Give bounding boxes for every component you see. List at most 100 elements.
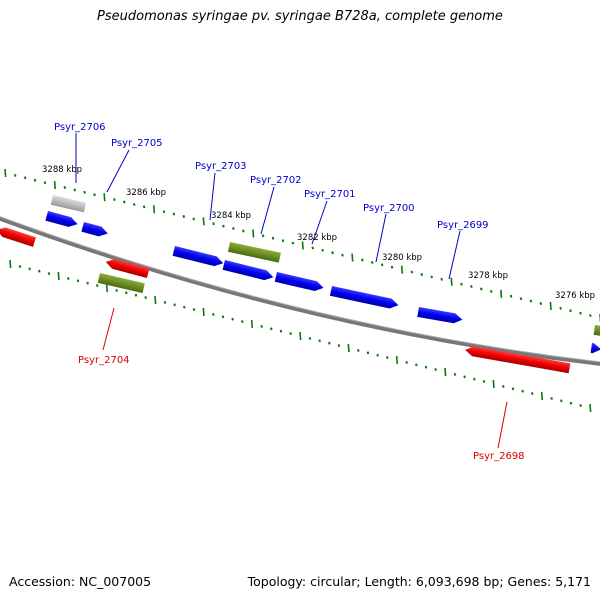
forward-tick-minor bbox=[440, 277, 443, 281]
reverse-tick-minor bbox=[453, 372, 457, 376]
gene-blue-2701[interactable] bbox=[274, 272, 325, 293]
forward-tick-minor bbox=[410, 270, 414, 274]
reverse-tick-minor bbox=[415, 363, 418, 367]
reverse-tick-minor bbox=[434, 368, 437, 372]
reverse-tick-minor bbox=[28, 267, 31, 271]
reverse-tick-minor bbox=[192, 308, 196, 312]
forward-tick-minor bbox=[430, 275, 433, 279]
forward-tick-major bbox=[252, 229, 255, 238]
gene-blue-2700[interactable] bbox=[329, 286, 400, 310]
forward-leader-lines bbox=[75, 133, 461, 280]
forward-tick-major bbox=[500, 289, 503, 298]
reverse-tick-minor bbox=[482, 380, 486, 384]
kbp-label-3276: 3276 kbp bbox=[555, 291, 595, 301]
reverse-tick-minor bbox=[424, 365, 428, 369]
gene-label-psyr-2702[interactable]: Psyr_2702 bbox=[250, 175, 302, 186]
forward-tick-minor bbox=[331, 251, 334, 255]
gene-label-psyr-2698[interactable]: Psyr_2698 bbox=[473, 451, 525, 462]
forward-tick-minor bbox=[73, 188, 76, 192]
forward-tick-minor bbox=[182, 215, 186, 218]
reverse-tick-minor bbox=[183, 305, 186, 309]
gene-blue-2702[interactable] bbox=[222, 260, 275, 282]
gene-blue-2703[interactable] bbox=[172, 246, 225, 268]
forward-tick-minor bbox=[43, 181, 47, 185]
gene-red-2698[interactable] bbox=[464, 345, 571, 374]
gene-label-psyr-2699[interactable]: Psyr_2699 bbox=[437, 220, 489, 231]
reverse-tick-minor bbox=[405, 360, 408, 364]
gene-blue-2699[interactable] bbox=[417, 307, 463, 325]
reverse-tick-minor bbox=[212, 312, 215, 316]
gene-blue-2706[interactable] bbox=[45, 211, 78, 229]
kbp-label-3284: 3284 kbp bbox=[211, 211, 251, 221]
reverse-tick-minor bbox=[337, 344, 341, 348]
gene-label-psyr-2704[interactable]: Psyr_2704 bbox=[78, 355, 130, 366]
forward-tick-minor bbox=[460, 282, 463, 286]
gene-green-2702[interactable] bbox=[227, 242, 281, 263]
forward-tick-minor bbox=[271, 236, 275, 240]
reverse-tick-major bbox=[9, 259, 12, 269]
reverse-tick-minor bbox=[473, 377, 476, 381]
reverse-tick-minor bbox=[511, 387, 515, 391]
forward-tick-minor bbox=[559, 306, 562, 310]
reverse-tick-minor bbox=[521, 389, 524, 393]
forward-tick-minor bbox=[579, 311, 582, 315]
reverse-tick-major bbox=[492, 379, 495, 389]
gene-blue-2705[interactable] bbox=[81, 222, 109, 238]
reverse-tick-minor bbox=[86, 281, 89, 285]
reverse-tick-track bbox=[9, 259, 592, 413]
reverse-tick-minor bbox=[531, 392, 534, 396]
forward-tick-major bbox=[301, 241, 304, 250]
reverse-tick-minor bbox=[163, 300, 167, 304]
reverse-tick-minor bbox=[328, 341, 331, 345]
reverse-tick-minor bbox=[270, 327, 273, 331]
gene-label-psyr-2703[interactable]: Psyr_2703 bbox=[195, 161, 247, 172]
forward-tick-minor bbox=[192, 217, 195, 221]
forward-tick-minor bbox=[83, 190, 86, 194]
forward-tick-major bbox=[53, 181, 56, 190]
forward-tick-minor bbox=[539, 302, 543, 305]
kbp-label-3288: 3288 kbp bbox=[42, 165, 82, 175]
reverse-tick-minor bbox=[386, 356, 389, 360]
forward-tick-major bbox=[400, 265, 404, 274]
forward-tick-minor bbox=[172, 212, 176, 216]
reverse-tick-minor bbox=[134, 293, 138, 297]
gene-grey-2706[interactable] bbox=[50, 195, 87, 213]
genome-backbone bbox=[0, 216, 600, 366]
gene-label-psyr-2706[interactable]: Psyr_2706 bbox=[54, 122, 106, 133]
gene-label-psyr-2701[interactable]: Psyr_2701 bbox=[304, 189, 356, 200]
reverse-tick-major bbox=[202, 307, 205, 317]
forward-tick-minor bbox=[93, 193, 96, 197]
reverse-tick-major bbox=[444, 367, 447, 377]
forward-tick-minor bbox=[281, 239, 285, 243]
forward-tick-minor bbox=[63, 186, 67, 189]
gene-red-2704-arrow[interactable] bbox=[104, 257, 150, 279]
reverse-tick-major bbox=[395, 355, 399, 365]
forward-tick-minor bbox=[33, 178, 37, 182]
reverse-tick-minor bbox=[260, 324, 263, 328]
reverse-tick-major bbox=[154, 295, 157, 305]
reverse-tick-minor bbox=[125, 291, 128, 295]
gene-blue-edge[interactable] bbox=[590, 343, 600, 354]
forward-tick-minor bbox=[222, 224, 225, 228]
gene-label-psyr-2700[interactable]: Psyr_2700 bbox=[363, 203, 415, 214]
gene-red-left[interactable] bbox=[0, 225, 37, 247]
accession-text: Accession: NC_007005 bbox=[9, 574, 152, 589]
forward-tick-minor bbox=[261, 234, 265, 238]
forward-tick-major bbox=[4, 168, 7, 178]
reverse-tick-minor bbox=[96, 284, 99, 288]
forward-tick-minor bbox=[212, 222, 215, 226]
forward-tick-minor bbox=[242, 229, 245, 233]
gene-label-psyr-2705[interactable]: Psyr_2705 bbox=[111, 138, 163, 149]
gene-green-2704[interactable] bbox=[97, 273, 145, 294]
reverse-tick-minor bbox=[366, 351, 370, 355]
forward-tick-minor bbox=[123, 200, 126, 204]
reverse-tick-minor bbox=[241, 320, 244, 324]
reverse-tick-minor bbox=[318, 339, 321, 343]
forward-tick-minor bbox=[519, 297, 523, 301]
reverse-tick-minor bbox=[144, 296, 147, 300]
forward-tick-minor bbox=[480, 287, 483, 291]
forward-tick-major bbox=[103, 193, 106, 202]
reverse-tick-minor bbox=[279, 329, 283, 333]
forward-tick-major bbox=[549, 301, 552, 310]
gene-green-edge[interactable] bbox=[593, 325, 600, 337]
